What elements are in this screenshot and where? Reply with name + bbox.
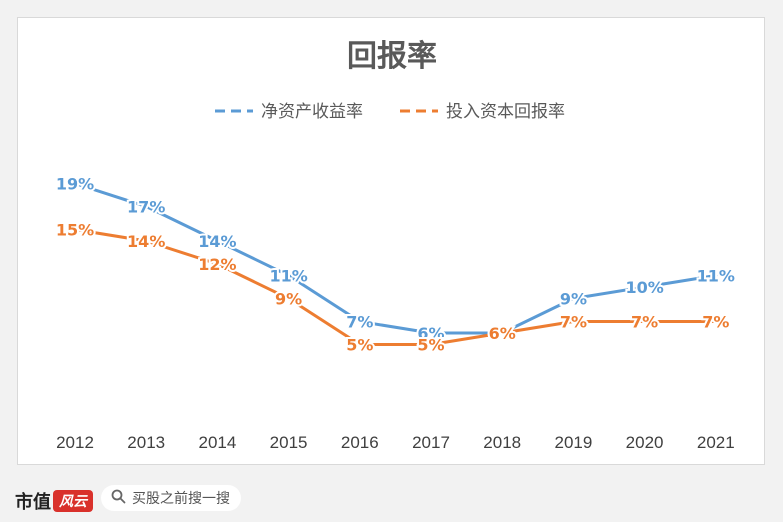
data-label-1-8: 7% xyxy=(631,313,658,332)
x-tick-label-6: 2018 xyxy=(483,433,521,452)
data-label-0-5: 6% xyxy=(417,324,444,343)
x-tick-label-8: 2020 xyxy=(626,433,664,452)
data-label-1-5: 5% xyxy=(417,336,444,355)
data-label-1-6: 6% xyxy=(489,324,516,343)
data-label-0-3: 11% xyxy=(269,267,307,286)
x-tick-label-2: 2014 xyxy=(198,433,236,452)
legend-label-1: 投入资本回报率 xyxy=(446,102,565,122)
x-axis: 2012 2013 2014 2015 2016 2017 2018 2019 2020 2021 xyxy=(56,433,735,452)
data-label-layer: 19% 17% 14% 11% 7% 6% 6% 9% 10% 11% 15% 14% 12% 9% 5% 5… xyxy=(54,173,737,357)
x-tick-label-3: 2015 xyxy=(270,433,308,452)
brand-name: 市值 xyxy=(15,492,51,513)
footer-bar: 市值 风云 买股之前搜一搜 xyxy=(0,478,783,522)
x-tick-label-9: 2021 xyxy=(697,433,735,452)
data-label-0-9: 11% xyxy=(697,267,735,286)
data-label-0-7: 9% xyxy=(560,290,587,309)
brand-logo-mark: 风云 xyxy=(53,490,93,512)
data-label-0-2: 14% xyxy=(198,232,236,251)
chart-title: 回报率 xyxy=(347,39,437,74)
x-tick-label-5: 2017 xyxy=(412,433,450,452)
data-label-1-3: 9% xyxy=(275,290,302,309)
data-label-0-8: 10% xyxy=(625,278,663,297)
search-icon xyxy=(111,489,126,508)
data-label-0-4: 7% xyxy=(346,313,373,332)
search-box[interactable]: 买股之前搜一搜 xyxy=(101,485,241,511)
data-label-1-0: 15% xyxy=(56,221,94,240)
x-tick-label-4: 2016 xyxy=(341,433,379,452)
x-tick-label-1: 2013 xyxy=(127,433,165,452)
data-label-0-6: 6% xyxy=(489,324,516,343)
data-label-0-0: 19% xyxy=(56,175,94,194)
brand-logo[interactable]: 市值 风云 xyxy=(15,487,93,515)
search-placeholder: 买股之前搜一搜 xyxy=(132,491,230,507)
chart-card: 回报率 净资产收益率 投入资本回报率 19% 17% 14% 11% 7% 6% 6% 9% 10… xyxy=(17,17,765,465)
series-line-1 xyxy=(73,228,718,346)
data-label-1-7: 7% xyxy=(560,313,587,332)
data-label-1-2: 12% xyxy=(198,255,236,274)
legend: 净资产收益率 投入资本回报率 xyxy=(215,102,565,122)
data-label-1-4: 5% xyxy=(346,336,373,355)
data-label-1-9: 7% xyxy=(702,313,729,332)
x-tick-label-7: 2019 xyxy=(554,433,592,452)
legend-label-0: 净资产收益率 xyxy=(261,102,363,122)
series-line-0 xyxy=(73,182,718,335)
series-layer xyxy=(73,182,718,346)
line-chart: 回报率 净资产收益率 投入资本回报率 19% 17% 14% 11% 7% 6% 6% 9% 10… xyxy=(54,39,737,452)
data-label-1-1: 14% xyxy=(127,232,165,251)
x-tick-label-0: 2012 xyxy=(56,433,94,452)
data-label-0-1: 17% xyxy=(127,198,165,217)
